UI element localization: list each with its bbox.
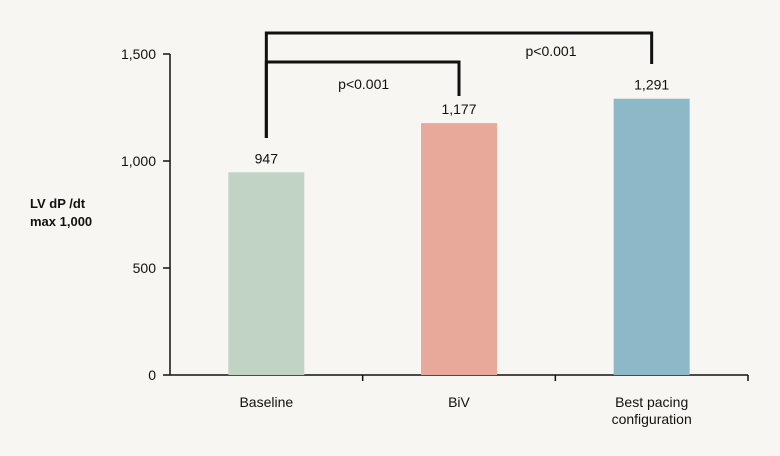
x-category-label: BiV bbox=[448, 394, 470, 410]
y-axis-label-line-1: LV dP /dt bbox=[30, 196, 86, 211]
y-axis-label-line-2: max 1,000 bbox=[30, 214, 92, 229]
data-label: 1,177 bbox=[441, 101, 476, 117]
significance-label: p<0.001 bbox=[338, 76, 389, 92]
y-tick-label: 1,500 bbox=[121, 46, 156, 62]
y-tick-label: 500 bbox=[133, 260, 157, 276]
data-label: 947 bbox=[255, 150, 279, 166]
x-category-label: Best pacing bbox=[615, 394, 688, 410]
x-category-label: Baseline bbox=[239, 394, 293, 410]
bar bbox=[228, 172, 305, 375]
bar bbox=[613, 98, 690, 375]
x-category-label: configuration bbox=[612, 411, 692, 427]
significance-label: p<0.001 bbox=[526, 43, 577, 59]
y-tick-label: 1,000 bbox=[121, 153, 156, 169]
bar bbox=[421, 123, 497, 375]
data-label: 1,291 bbox=[634, 77, 669, 93]
y-tick-label: 0 bbox=[148, 367, 156, 383]
significance-bracket bbox=[264, 31, 654, 138]
